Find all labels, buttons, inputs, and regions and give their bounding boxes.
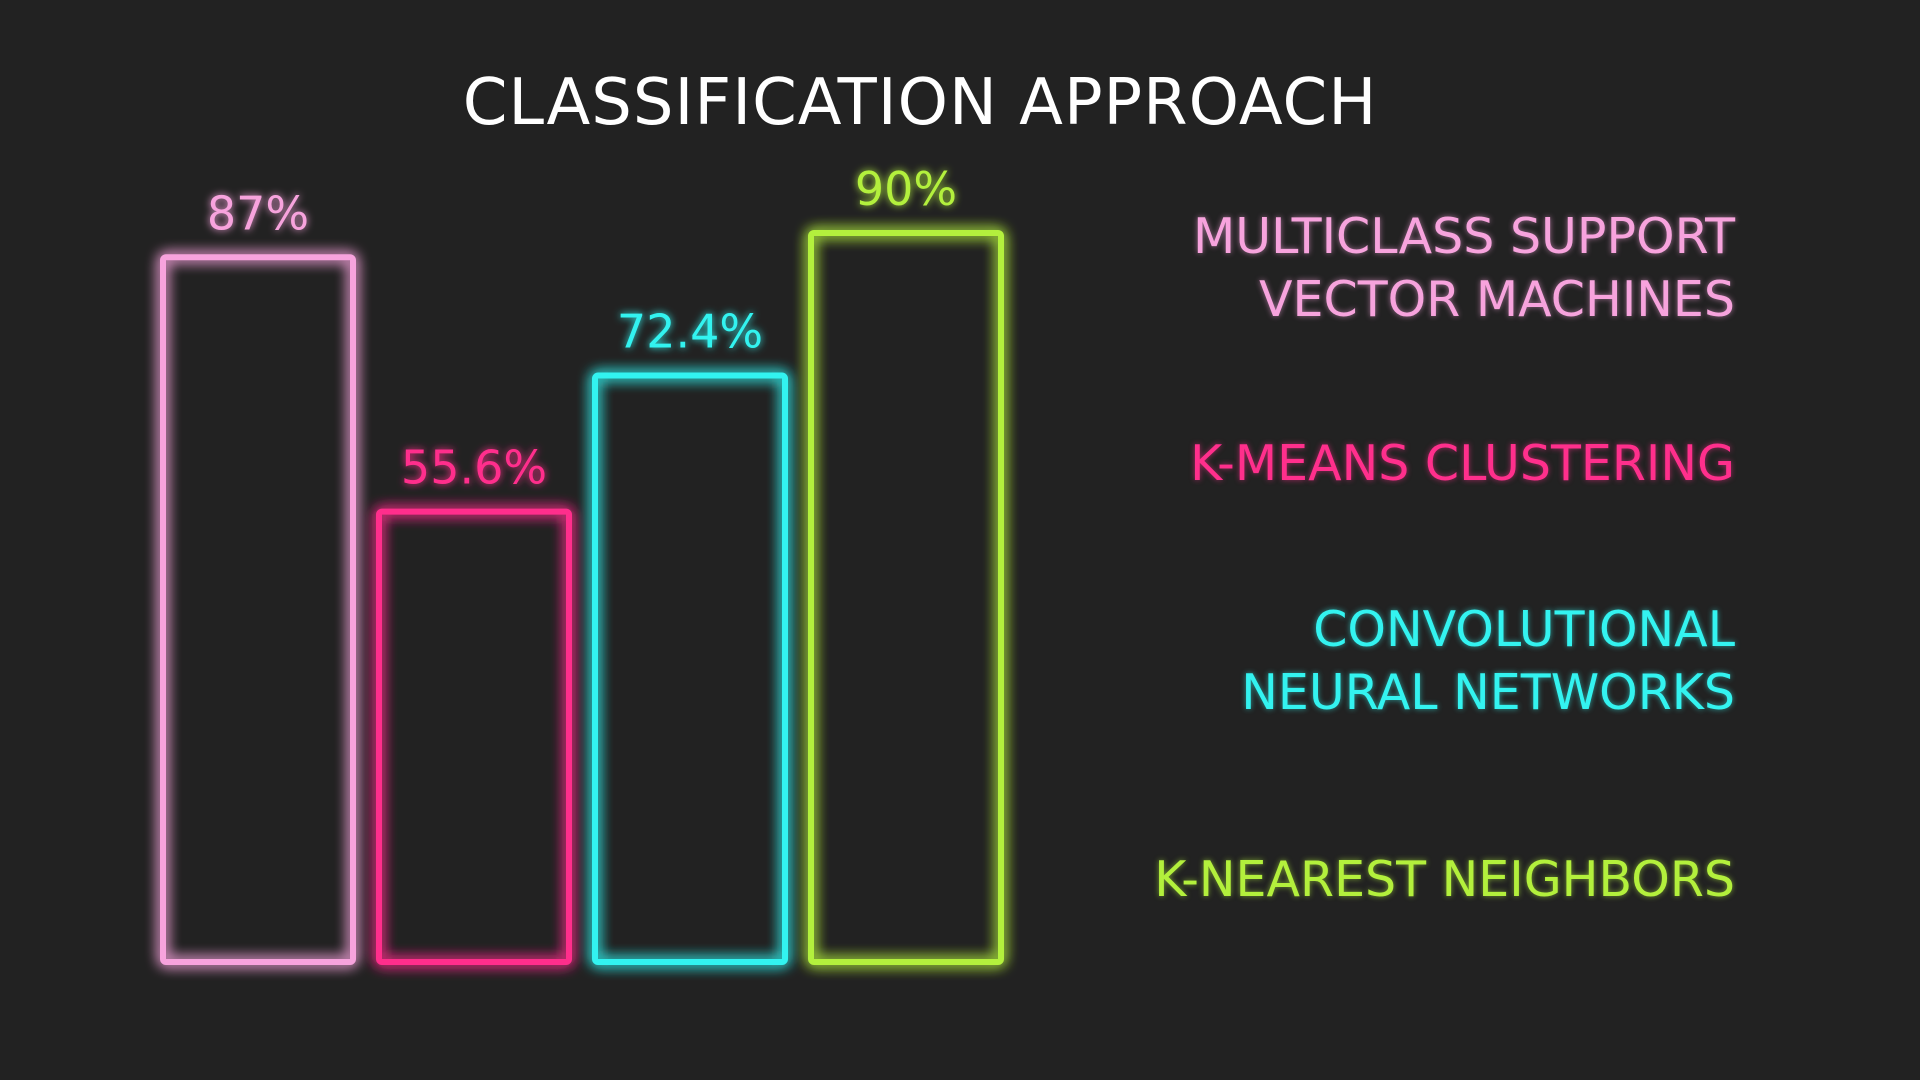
bar-multiclass-support-vector-machines	[160, 254, 356, 965]
legend-item-k-means-clustering: K-MEANS CLUSTERING	[1000, 432, 1735, 495]
legend-item-k-nearest-neighbors: K-NEAREST NEIGHBORS	[1000, 848, 1735, 911]
value-labels-layer: 87% 55.6% 72.4% 90%	[207, 162, 957, 495]
legend-line: VECTOR MACHINES	[1259, 271, 1735, 328]
value-label-k-nearest-neighbors: 90%	[855, 162, 957, 216]
value-label-convolutional-neural-networks: 72.4%	[617, 305, 763, 359]
legend-line: NEURAL NETWORKS	[1241, 664, 1735, 721]
value-label-k-means-clustering: 55.6%	[401, 441, 547, 495]
legend-line: K-NEAREST NEIGHBORS	[1154, 851, 1735, 908]
bar-k-nearest-neighbors	[808, 230, 1004, 965]
legend: MULTICLASS SUPPORT VECTOR MACHINES K-MEANS…	[1000, 0, 1735, 1080]
bars-layer	[160, 230, 1004, 965]
chart-title: CLASSIFICATION APPROACH	[462, 66, 1378, 140]
bar-k-means-clustering	[376, 508, 572, 965]
legend-line: CONVOLUTIONAL	[1313, 601, 1735, 658]
legend-line: MULTICLASS SUPPORT	[1192, 208, 1735, 265]
legend-line: K-MEANS CLUSTERING	[1190, 435, 1735, 492]
legend-item-multiclass-support-vector-machines: MULTICLASS SUPPORT VECTOR MACHINES	[1000, 205, 1735, 331]
legend-item-convolutional-neural-networks: CONVOLUTIONAL NEURAL NETWORKS	[1000, 598, 1735, 724]
value-label-multiclass-support-vector-machines: 87%	[207, 186, 309, 240]
bar-convolutional-neural-networks	[592, 372, 788, 965]
